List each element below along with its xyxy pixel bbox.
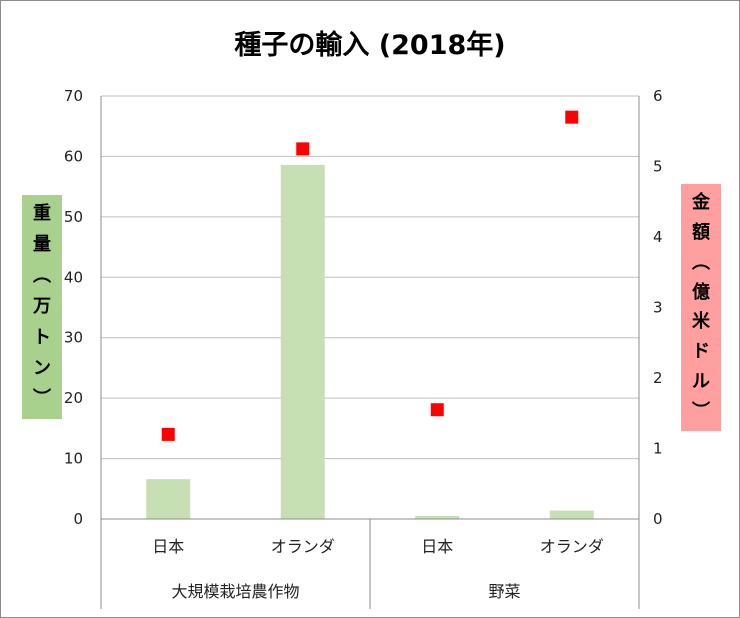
bar-2 <box>415 515 460 519</box>
y-axis-label-left: 重量 ︵ 万トン ︶ <box>22 195 62 419</box>
axis-label-char: 米 <box>692 311 710 333</box>
chart-title: 種子の輸入 (2018年) <box>234 29 505 61</box>
axis-label-char: ン <box>33 357 51 379</box>
gridlines <box>101 95 639 520</box>
y-tick-right: 0 <box>653 510 663 528</box>
y-tick-left: 50 <box>64 208 83 226</box>
y-tick-left: 0 <box>73 510 83 528</box>
y-tick-left: 70 <box>64 87 83 105</box>
y-tick-left: 10 <box>64 450 83 468</box>
y-tick-left: 20 <box>64 389 83 407</box>
x-category-label: オランダ <box>540 537 604 556</box>
x-group-label: 野菜 <box>488 582 520 601</box>
axis-label-char: ︶ <box>33 388 51 410</box>
y-tick-right: 6 <box>653 87 663 105</box>
axis-label-char: 額 <box>692 221 710 243</box>
marker-2 <box>430 403 444 417</box>
y-tick-right: 4 <box>653 228 663 246</box>
x-category-label: 日本 <box>152 537 184 556</box>
x-category-label: 日本 <box>421 537 453 556</box>
axis-label-char: 重 <box>33 203 51 225</box>
axis-label-char: ︶ <box>692 401 710 423</box>
axis-label-char: ド <box>692 341 710 363</box>
y-tick-right: 5 <box>653 158 663 176</box>
axes <box>100 96 640 609</box>
axis-label-char: 量 <box>33 234 51 256</box>
bar-series <box>146 164 594 520</box>
axis-label-char: ト <box>33 326 51 348</box>
y-tick-left: 40 <box>64 268 83 286</box>
axis-label-char: ︵ <box>33 265 51 287</box>
marker-1 <box>296 142 310 156</box>
tick-labels: 0 10 20 30 40 50 60 70 0 1 2 3 4 5 6 <box>64 87 663 528</box>
axis-label-char: ︵ <box>692 251 710 273</box>
scatter-series <box>161 110 579 441</box>
x-group-label: 大規模栽培農作物 <box>171 582 299 601</box>
bar-3 <box>549 510 594 519</box>
axis-label-char: 億 <box>692 281 710 303</box>
bar-1 <box>280 164 325 520</box>
axis-label-char: 金 <box>692 191 710 213</box>
y-tick-right: 3 <box>653 299 663 317</box>
y-axis-label-right: 金額 ︵ 億米ドル ︶ <box>681 184 721 431</box>
axis-label-char: 万 <box>33 295 51 317</box>
x-category-label: オランダ <box>271 537 335 556</box>
y-tick-right: 1 <box>653 440 663 458</box>
bar-0 <box>146 479 191 519</box>
y-tick-left: 60 <box>64 147 83 165</box>
marker-0 <box>161 427 175 441</box>
y-tick-right: 2 <box>653 369 663 387</box>
marker-3 <box>565 110 579 124</box>
axis-label-char: ル <box>692 371 710 393</box>
y-tick-left: 30 <box>64 329 83 347</box>
